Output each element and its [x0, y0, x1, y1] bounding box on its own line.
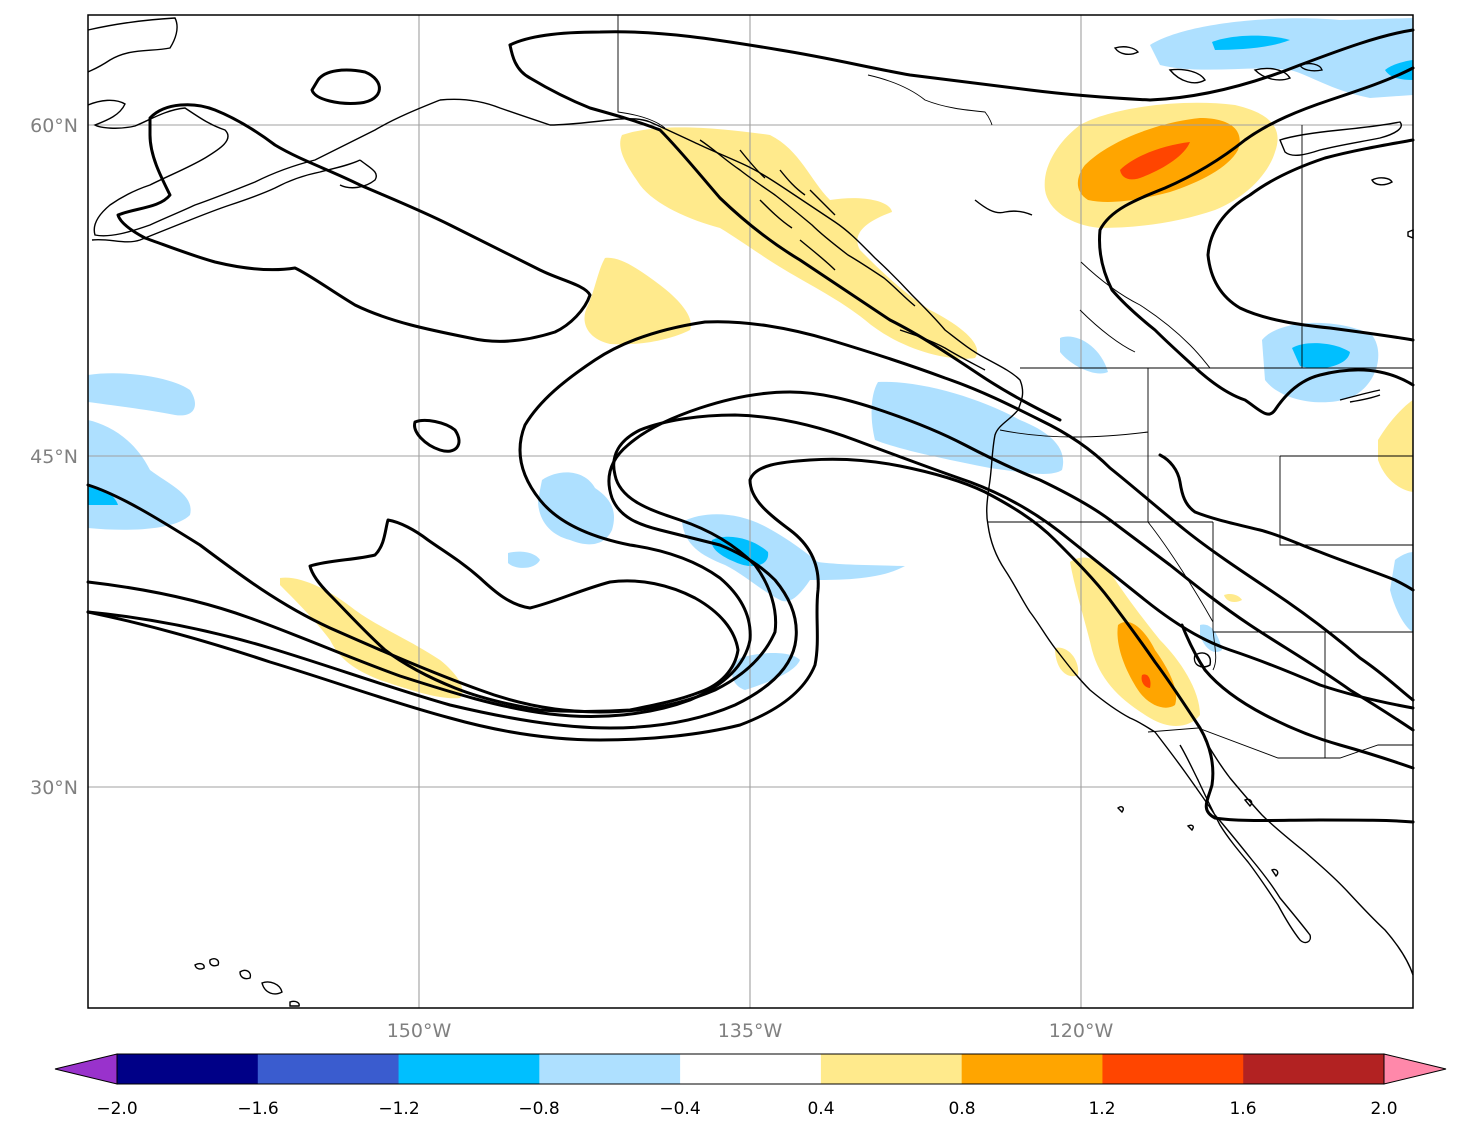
colorbar-segment	[961, 1054, 1103, 1084]
colorbar-segment	[1102, 1054, 1244, 1084]
contour-small-loop	[310, 68, 381, 105]
anomaly-light-blue-washington	[1060, 336, 1108, 374]
lat-label-60: 60°N	[30, 115, 78, 137]
anomaly-light-blue-pacific-south	[682, 514, 905, 602]
lon-label-120w: 120°W	[1049, 1020, 1114, 1042]
anomaly-light-blue-northeast	[1150, 18, 1413, 98]
colorbar-segment	[1243, 1054, 1385, 1084]
contour-cutoff-inner	[86, 390, 1415, 732]
colorbar-segment	[117, 1054, 259, 1084]
colorbar-segment	[257, 1054, 400, 1084]
anomaly-light-blue-west-pacific-a	[88, 373, 195, 416]
anomaly-red-california	[1141, 674, 1151, 688]
shaded-anomalies	[88, 18, 1413, 726]
contour-cutoff-core	[86, 457, 1415, 824]
colorbar-tick-label: −0.4	[659, 1099, 700, 1119]
colorbar-segments	[117, 1054, 1385, 1084]
colorbar-tick-label: 0.4	[807, 1099, 834, 1119]
colorbar-tick-label: −1.2	[378, 1099, 419, 1119]
contour-canada-loop	[1206, 138, 1415, 342]
anomaly-blue-idaho	[1292, 343, 1350, 369]
political-borders	[617, 15, 1413, 759]
anomaly-light-blue-east-edge	[1390, 552, 1413, 632]
anomaly-yellow-east-small	[1224, 593, 1242, 603]
contour-small-island	[413, 418, 461, 453]
anomaly-blue-northeast-edge	[1385, 60, 1413, 80]
colorbar-over-triangle	[1383, 1053, 1447, 1085]
colorbar-tick-label: 1.6	[1229, 1099, 1256, 1119]
lon-label-150w: 150°W	[387, 1020, 452, 1042]
contour-cutoff-outer	[86, 413, 1415, 714]
lat-label-45: 45°N	[30, 446, 78, 468]
map-frame	[87, 14, 1414, 1009]
anomaly-light-blue-west-pacific-b	[88, 420, 191, 530]
contour-southwest-inner	[308, 518, 740, 713]
lon-label-135w: 135°W	[718, 1020, 783, 1042]
colorbar-segment	[539, 1054, 681, 1084]
anomaly-blue-northeast	[1212, 35, 1290, 50]
colorbar-tick-label: 1.2	[1088, 1099, 1115, 1119]
colorbar-tick-label: 0.8	[948, 1099, 975, 1119]
anomaly-light-blue-oregon-coast	[871, 381, 1064, 474]
contour-rockies	[1158, 453, 1415, 592]
contour-cutoff-mid	[86, 320, 1415, 718]
anomaly-orange-california	[1117, 621, 1177, 708]
gridlines	[88, 15, 1413, 1008]
colorbar-tick-label: 2.0	[1370, 1099, 1397, 1119]
colorbar-under-triangle	[54, 1053, 118, 1085]
anomaly-yellow-gulf	[584, 257, 691, 345]
colorbar-segment	[398, 1054, 540, 1084]
colorbar-tick-label: −1.6	[237, 1099, 278, 1119]
contour-canada-outer	[1098, 66, 1415, 416]
contour-southeast	[1180, 623, 1415, 770]
colorbar-tick-label: −2.0	[96, 1099, 137, 1119]
colorbar-ticks: −2.0 −1.6 −1.2 −0.8 −0.4 0.4 0.8 1.2 1.6…	[96, 1099, 1397, 1119]
contour-north-loop-inner	[508, 43, 1062, 422]
anomaly-light-blue-mid-pacific	[538, 472, 615, 545]
colorbar-frame	[116, 1053, 1385, 1085]
colorbar-segment	[680, 1054, 822, 1084]
lat-label-30: 30°N	[30, 777, 78, 799]
contour-north-loop	[508, 28, 1415, 102]
colorbar-segment	[820, 1054, 963, 1084]
coastlines	[87, 17, 1414, 1007]
contour-alaska-loop	[116, 103, 592, 343]
anomaly-red-alberta	[1120, 142, 1190, 180]
anomaly-light-blue-small-b	[732, 653, 800, 690]
anomaly-light-blue-small-a	[508, 551, 540, 568]
contour-lines	[86, 28, 1415, 824]
anomaly-blue-west-edge	[88, 485, 118, 505]
anomaly-yellow-east-edge	[1378, 400, 1413, 492]
colorbar: −2.0 −1.6 −1.2 −0.8 −0.4 0.4 0.8 1.2 1.6…	[54, 1053, 1447, 1119]
colorbar-tick-label: −0.8	[518, 1099, 559, 1119]
longitude-labels: 150°W 135°W 120°W	[387, 1020, 1114, 1042]
latitude-labels: 60°N 45°N 30°N	[30, 115, 78, 799]
